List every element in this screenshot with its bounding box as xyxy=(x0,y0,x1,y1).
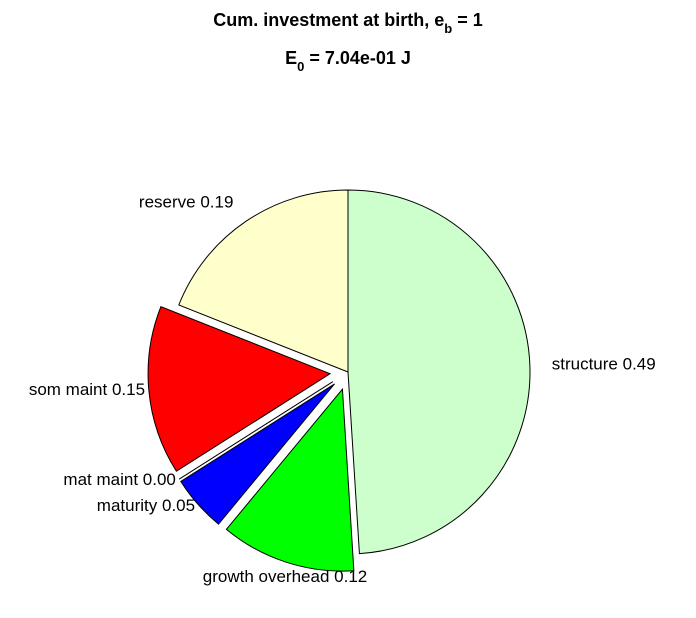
slice-value: 0.19 xyxy=(200,193,233,212)
subtitle-text: E xyxy=(285,48,297,68)
slice-value: 0.15 xyxy=(112,381,145,400)
pie-slice xyxy=(225,387,355,572)
slice-label: structure 0.49 xyxy=(552,355,656,374)
slice-value: 0.05 xyxy=(162,496,195,515)
slice-label: mat maint 0.00 xyxy=(63,471,175,490)
slice-label: growth overhead 0.12 xyxy=(203,567,367,586)
pie-slice xyxy=(347,189,531,555)
pie-slice xyxy=(178,189,349,373)
slice-name: growth overhead xyxy=(203,567,330,586)
pie-slice xyxy=(180,383,335,525)
chart-title: Cum. investment at birth, eb = 1 xyxy=(213,10,483,36)
chart-subtitle: E0 = 7.04e-01 J xyxy=(285,48,411,74)
slice-name: som maint xyxy=(29,381,108,400)
slice-label: reserve 0.19 xyxy=(139,193,234,212)
slice-value: 0.49 xyxy=(623,355,656,374)
slice-value: 0.00 xyxy=(143,471,176,490)
subtitle-text: = 7.04e-01 J xyxy=(304,48,411,68)
title-subscript: b xyxy=(444,21,452,36)
slice-name: maturity xyxy=(97,496,158,515)
slice-name: mat maint xyxy=(63,471,138,490)
subtitle-subscript: 0 xyxy=(297,59,304,74)
title-text: Cum. investment at birth, e xyxy=(213,10,444,30)
slice-name: structure xyxy=(552,355,618,374)
pie-slice xyxy=(147,306,332,472)
slice-name: reserve xyxy=(139,193,196,212)
slice-label: som maint 0.15 xyxy=(29,381,145,400)
slice-label: maturity 0.05 xyxy=(97,496,195,515)
title-text: = 1 xyxy=(452,10,483,30)
slice-value: 0.12 xyxy=(334,567,367,586)
